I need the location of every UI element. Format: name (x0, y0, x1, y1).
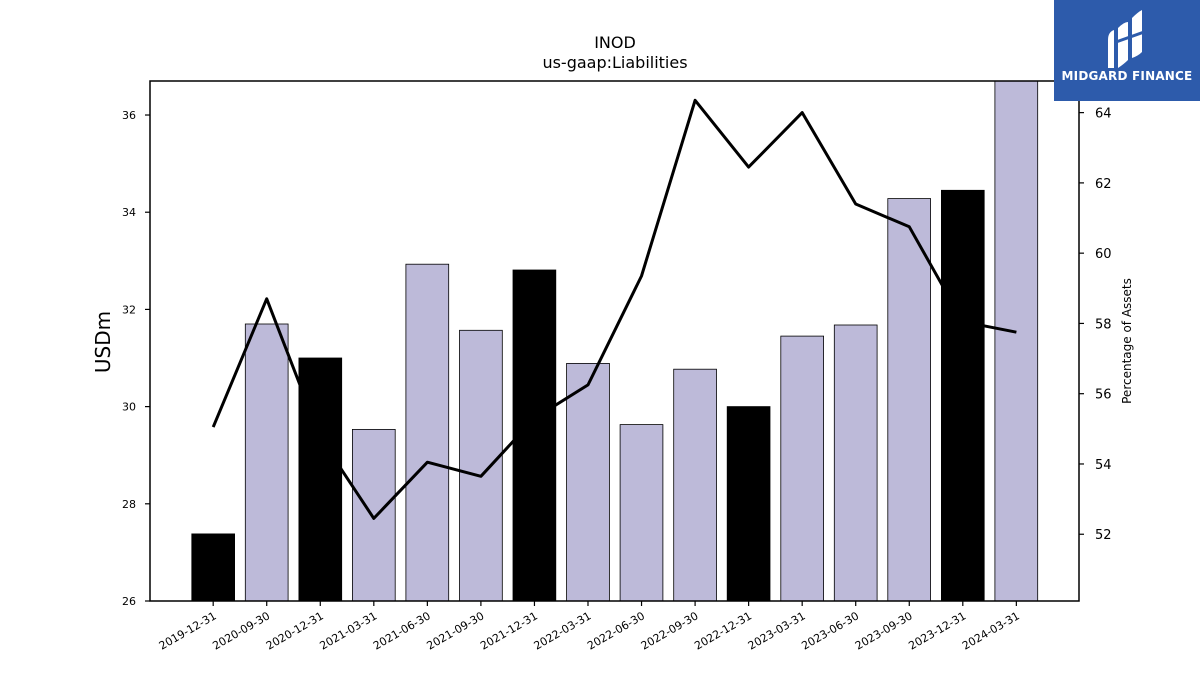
brand-logo: MIDGARD FINANCE (1054, 0, 1200, 101)
right-axis-ticks: 52 54 56 58 60 62 64 (1079, 107, 1112, 543)
y2-tick-label: 60 (1095, 247, 1112, 262)
x-tick-label: 2022-09-30 (639, 609, 701, 652)
y2-tick-label: 64 (1095, 107, 1112, 122)
y2-tick-label: 54 (1095, 458, 1112, 473)
bar-2023-12-31 (941, 189, 985, 602)
y2-axis-label: Percentage of Assets (1120, 278, 1134, 404)
y2-tick-label: 52 (1095, 528, 1112, 543)
percentage-line (211, 98, 1017, 520)
bar-2023-03-31 (780, 335, 824, 602)
y2-tick-label: 56 (1095, 388, 1112, 403)
x-tick-label: 2021-06-30 (371, 609, 433, 652)
x-tick-label: 2023-06-30 (799, 609, 861, 652)
x-tick-label: 2019-12-31 (157, 609, 219, 652)
x-axis-ticks: 2019-12-312020-09-302020-12-312021-03-31… (157, 601, 1022, 653)
bar-2021-06-30 (405, 263, 450, 602)
bar-2023-06-30 (833, 324, 878, 602)
x-tick-label: 2021-12-31 (478, 609, 540, 652)
line-series (211, 98, 1017, 520)
x-tick-label: 2020-12-31 (264, 609, 326, 652)
bar-series (191, 80, 1039, 602)
y-tick-label: 36 (122, 109, 136, 122)
x-tick-label: 2023-09-30 (853, 609, 915, 652)
y-tick-label: 34 (122, 206, 136, 219)
bar-2022-09-30 (673, 368, 717, 602)
brand-name: MIDGARD FINANCE (1061, 69, 1193, 83)
bar-2019-12-31 (191, 533, 236, 602)
x-tick-label: 2022-03-31 (532, 609, 594, 652)
bar-2020-09-30 (244, 323, 289, 602)
x-tick-label: 2022-06-30 (585, 609, 647, 652)
bar-2023-09-30 (887, 198, 931, 602)
x-tick-label: 2024-03-31 (960, 609, 1022, 652)
x-tick-label: 2021-09-30 (425, 609, 487, 652)
bar-2022-06-30 (619, 424, 664, 602)
y-tick-label: 26 (122, 595, 136, 608)
x-tick-label: 2020-09-30 (210, 609, 272, 652)
bar-2020-12-31 (298, 357, 343, 602)
y-tick-label: 32 (122, 303, 136, 316)
logo-icon (1108, 10, 1145, 68)
y-tick-label: 28 (122, 498, 136, 511)
x-tick-label: 2022-12-31 (692, 609, 754, 652)
bar-2024-03-31 (994, 80, 1039, 602)
y-tick-label: 30 (122, 401, 136, 414)
bar-2021-09-30 (459, 329, 503, 602)
bar-2022-12-31 (726, 406, 771, 602)
x-tick-label: 2021-03-31 (317, 609, 379, 652)
x-tick-label: 2023-12-31 (906, 609, 968, 652)
bar-2022-03-31 (566, 362, 610, 602)
chart-subtitle: us-gaap:Liabilities (542, 53, 687, 72)
y2-tick-label: 58 (1095, 317, 1112, 332)
chart-title: INOD (594, 33, 636, 52)
x-tick-label: 2023-03-31 (746, 609, 808, 652)
bar-2021-03-31 (351, 428, 396, 602)
y-axis-label: USDm (91, 311, 115, 373)
left-axis-ticks: 26 28 30 32 34 36 (122, 109, 150, 608)
plot-frame (149, 80, 1080, 602)
y2-tick-label: 62 (1095, 177, 1112, 192)
